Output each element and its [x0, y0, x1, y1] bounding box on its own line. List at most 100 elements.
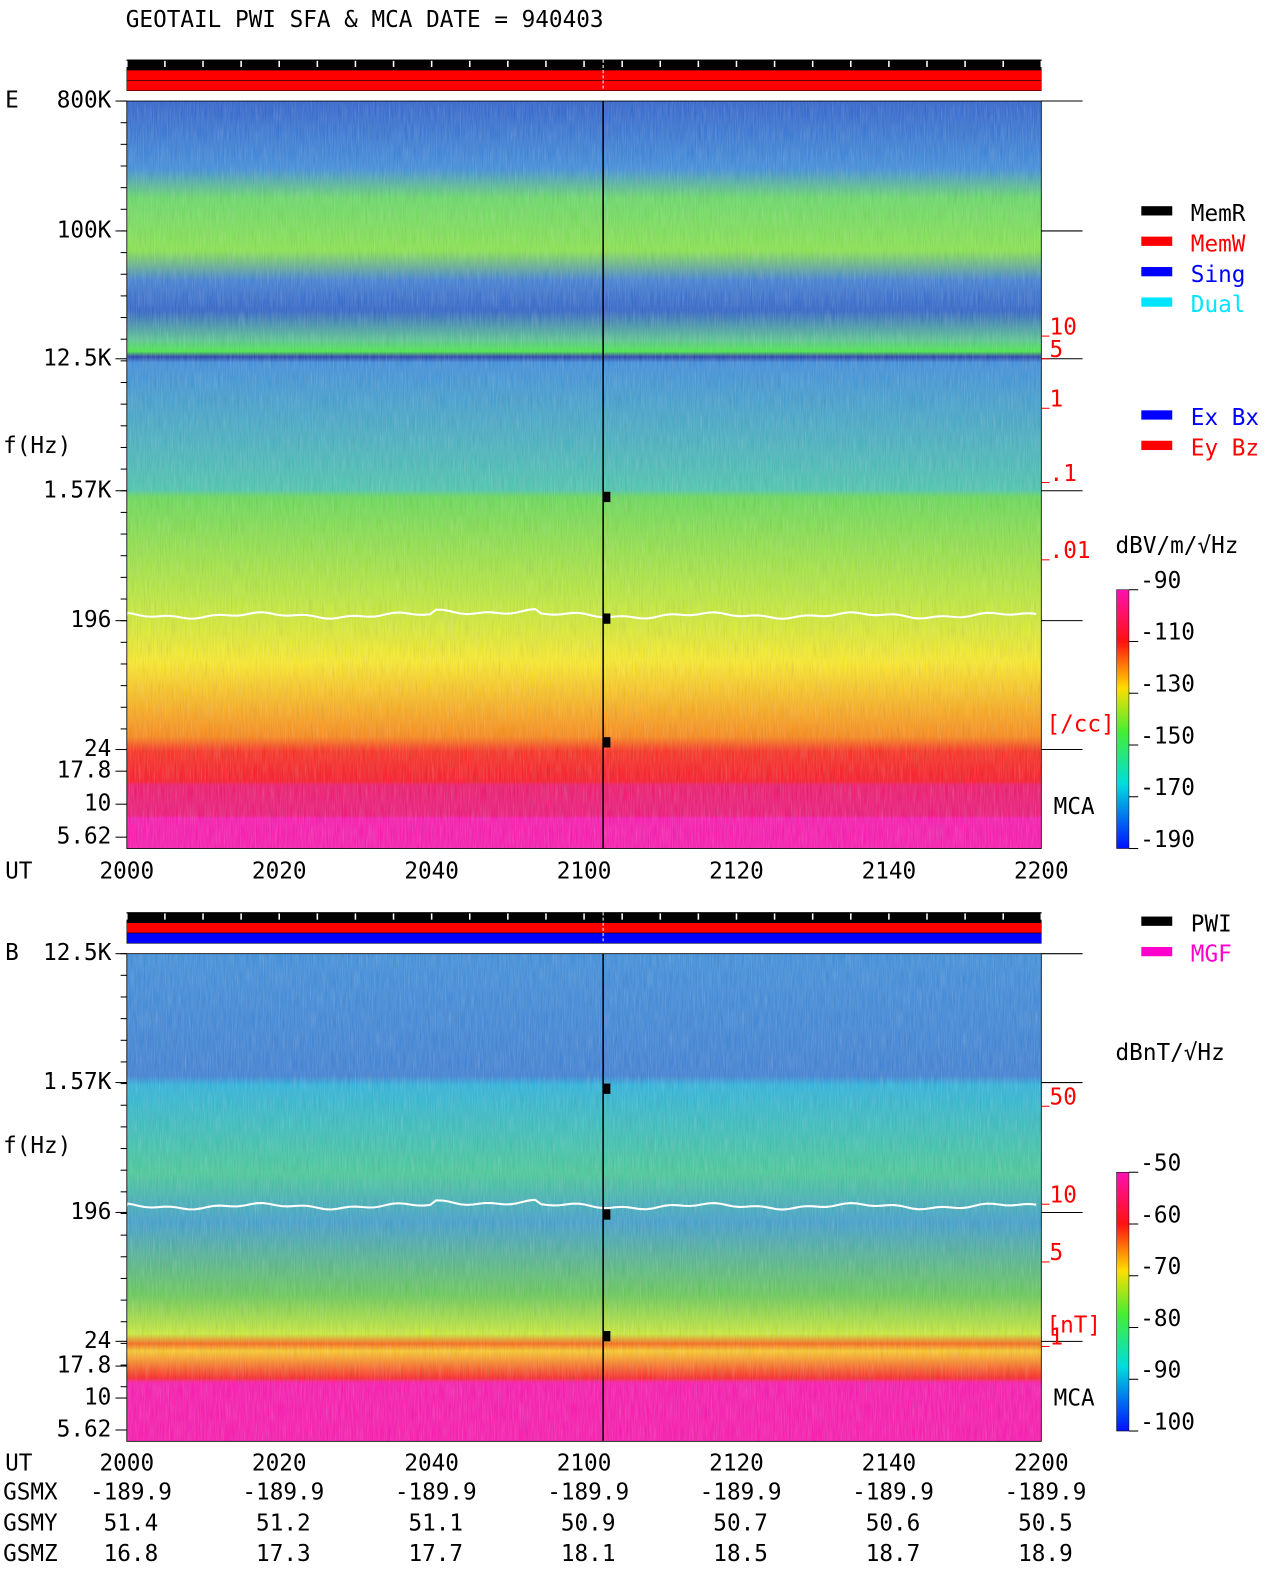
status-bar [126, 932, 1042, 944]
marker [603, 1083, 611, 1094]
orbit-value: 16.8 [104, 1541, 159, 1567]
x-tick-label: 2200 [1014, 1451, 1069, 1477]
density-tick-label: 5 [1050, 337, 1064, 363]
orbit-value: 18.1 [561, 1541, 616, 1567]
legend-label: MGF [1191, 942, 1232, 968]
orbit-value: -189.9 [1004, 1479, 1086, 1505]
plasma-line [125, 608, 1037, 620]
orbit-value: 50.5 [1018, 1510, 1073, 1536]
mca-label: MCA [1054, 1386, 1095, 1412]
y-tick-label: 17.8 [57, 1353, 112, 1379]
orbit-value: -189.9 [90, 1479, 172, 1505]
x-axis-label: UT [5, 859, 33, 885]
y-tick-label: 5.62 [57, 824, 112, 850]
x-tick-label: 2200 [1014, 859, 1069, 885]
density-tick-label: 10 [1050, 314, 1077, 340]
x-tick-label: 2020 [252, 859, 307, 885]
colorbar-tick-label: -190 [1140, 827, 1195, 853]
legend-label: Dual [1191, 292, 1246, 318]
y-tick-label: 17.8 [57, 758, 112, 784]
legend-label: MemW [1191, 231, 1246, 257]
legend-swatch [1141, 297, 1173, 307]
y-axis-label: f(Hz) [3, 433, 71, 459]
spectrogram-texture [126, 101, 1042, 849]
legend-label: PWI [1191, 911, 1232, 937]
density-unit: [nT] [1046, 1312, 1101, 1338]
title: GEOTAIL PWI SFA & MCA DATE = 940403 [126, 7, 604, 33]
figure-body: GEOTAIL PWI SFA & MCA DATE = 940403 E 800… [3, 7, 1259, 1567]
x-tick-label: 2140 [862, 1451, 917, 1477]
colorbar-tick-label: -170 [1140, 775, 1195, 801]
plot-frame [126, 953, 1042, 1442]
colorbar [1116, 589, 1130, 849]
x-tick-label: 2040 [404, 1451, 459, 1477]
x-tick-label: 2100 [557, 1451, 612, 1477]
orbit-value: 51.4 [104, 1510, 159, 1536]
status-bar [126, 80, 1042, 91]
y-tick-label: 24 [84, 736, 111, 762]
density-tick-label: 5 [1050, 1240, 1064, 1266]
legend-swatch [1141, 236, 1173, 246]
density-tick-label: 1 [1050, 387, 1064, 413]
legend-swatch [1141, 206, 1173, 216]
x-tick-label: 2020 [252, 1451, 307, 1477]
x-tick-label: 2040 [404, 859, 459, 885]
colorbar-unit: dBnT/√Hz [1116, 1040, 1225, 1066]
marker [603, 1331, 611, 1342]
y-tick-label: 12.5K [43, 940, 112, 966]
spectrogram-texture [126, 953, 1042, 1442]
colorbar-tick-label: -110 [1140, 620, 1195, 646]
legend-swatch [1141, 267, 1173, 277]
orbit-row-label: GSMX [3, 1479, 58, 1505]
orbit-value: 51.2 [256, 1510, 311, 1536]
x-tick-label: 2140 [862, 859, 917, 885]
x-tick-label: 2100 [557, 859, 612, 885]
colorbar-tick-label: -60 [1140, 1202, 1181, 1228]
marker [603, 491, 611, 503]
y-tick-label: 1.57K [43, 1069, 112, 1095]
legend-label: Ey Bz [1191, 436, 1259, 462]
status-bar [126, 922, 1042, 934]
density-tick-label: .1 [1050, 461, 1077, 487]
y-tick-label: 10 [84, 1385, 111, 1411]
marker [603, 1209, 611, 1220]
x-tick-label: 2120 [709, 859, 764, 885]
orbit-value: 50.9 [561, 1510, 616, 1536]
orbit-row-label: GSMZ [3, 1541, 58, 1567]
legend-label: Sing [1191, 262, 1246, 288]
x-tick-label: 2000 [100, 1451, 155, 1477]
x-tick-label: 2000 [100, 859, 155, 885]
y-tick-label: 800K [57, 88, 112, 114]
status-bar [126, 69, 1042, 81]
density-tick-label: 1 [1050, 1325, 1064, 1351]
colorbar-tick-label: -90 [1140, 568, 1181, 594]
y-tick-label: 5.62 [57, 1416, 112, 1442]
y-tick-label: 196 [70, 607, 111, 633]
y-tick-label: 1.57K [43, 477, 112, 503]
legend-swatch [1141, 916, 1173, 926]
orbit-value: 17.3 [256, 1541, 311, 1567]
density-tick-label: 10 [1050, 1182, 1077, 1208]
orbit-value: -189.9 [852, 1479, 934, 1505]
legend-label: MemR [1191, 201, 1246, 227]
orbit-value: 50.6 [866, 1510, 921, 1536]
orbit-value: 50.7 [713, 1510, 768, 1536]
colorbar [1116, 1171, 1130, 1432]
marker [603, 613, 611, 624]
panel-label: B [5, 940, 19, 966]
y-tick-label: 10 [84, 791, 111, 817]
orbit-value: 18.9 [1018, 1541, 1073, 1567]
legend-swatch [1141, 410, 1173, 420]
orbit-value: -189.9 [395, 1479, 477, 1505]
y-tick-label: 24 [84, 1328, 111, 1354]
colorbar-tick-label: -130 [1140, 671, 1195, 697]
colorbar-tick-label: -70 [1140, 1254, 1181, 1280]
legend-swatch [1141, 440, 1173, 451]
x-axis-label: UT [5, 1451, 33, 1477]
orbit-value: 17.7 [408, 1541, 463, 1567]
marker [603, 737, 611, 748]
y-tick-label: 196 [70, 1199, 111, 1225]
orbit-value: 18.5 [713, 1541, 768, 1567]
colorbar-unit: dBV/m/√Hz [1116, 533, 1239, 559]
